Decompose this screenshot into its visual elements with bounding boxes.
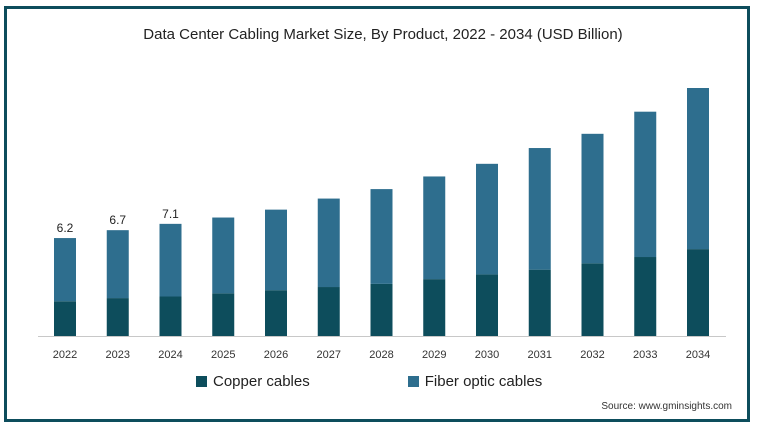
bar-fiber-2026 — [265, 209, 287, 291]
bar-fiber-2032 — [581, 133, 604, 264]
x-tick-label-2025: 2025 — [211, 349, 235, 361]
bar-fiber-2027 — [317, 198, 340, 288]
bar-fiber-2024 — [159, 223, 182, 297]
source-note: Source: www.gminsights.com — [601, 401, 732, 412]
data-label-2023: 6.7 — [109, 213, 126, 227]
bar-fiber-2033 — [634, 111, 657, 258]
bar-copper-2027 — [317, 287, 340, 336]
bar-fiber-2023 — [106, 230, 129, 299]
bar-copper-2022 — [54, 301, 76, 336]
bar-copper-2028 — [370, 283, 393, 336]
chart-title: Data Center Cabling Market Size, By Prod… — [143, 26, 623, 43]
bar-copper-2030 — [476, 274, 498, 336]
data-label-2024: 7.1 — [162, 207, 179, 221]
x-tick-label-2023: 2023 — [106, 349, 130, 361]
legend-label-fiber: Fiber optic cables — [424, 372, 543, 390]
x-tick-label-2030: 2030 — [475, 349, 499, 361]
bar-copper-2026 — [265, 290, 287, 336]
legend-swatch-copper — [196, 375, 207, 387]
legend-item-fiber: Fiber optic cables — [407, 372, 543, 390]
x-tick-label-2024: 2024 — [158, 349, 182, 361]
bar-fiber-2030 — [476, 163, 498, 275]
legend-item-copper: Copper cables — [196, 373, 310, 390]
legend-swatch-fiber — [407, 375, 419, 387]
bar-fiber-2028 — [370, 189, 393, 284]
bar-copper-2033 — [634, 257, 657, 336]
x-tick-label-2031: 2031 — [528, 349, 552, 361]
bar-fiber-2029 — [423, 176, 446, 280]
bar-copper-2034 — [687, 249, 709, 336]
x-tick-label-2022: 2022 — [53, 349, 77, 361]
legend-label-copper: Copper cables — [213, 372, 310, 390]
bar-fiber-2031 — [528, 148, 551, 270]
bar-copper-2024 — [159, 296, 182, 336]
legend: Copper cables Fiber optic cables — [196, 370, 640, 392]
x-tick-label-2034: 2034 — [686, 349, 710, 361]
x-tick-label-2032: 2032 — [580, 349, 604, 361]
bar-copper-2032 — [581, 263, 604, 336]
bar-fiber-2022 — [54, 238, 76, 302]
x-tick-label-2026: 2026 — [264, 349, 288, 361]
bar-copper-2025 — [212, 293, 235, 336]
x-tick-label-2027: 2027 — [317, 349, 341, 361]
data-label-2022: 6.2 — [57, 221, 74, 235]
bar-copper-2023 — [106, 298, 129, 336]
x-tick-label-2028: 2028 — [369, 349, 393, 361]
x-tick-label-2029: 2029 — [422, 349, 446, 361]
x-tick-label-2033: 2033 — [633, 349, 657, 361]
bar-fiber-2034 — [687, 88, 709, 250]
bar-fiber-2025 — [212, 217, 235, 294]
bar-copper-2029 — [423, 279, 446, 336]
bar-copper-2031 — [528, 269, 551, 336]
